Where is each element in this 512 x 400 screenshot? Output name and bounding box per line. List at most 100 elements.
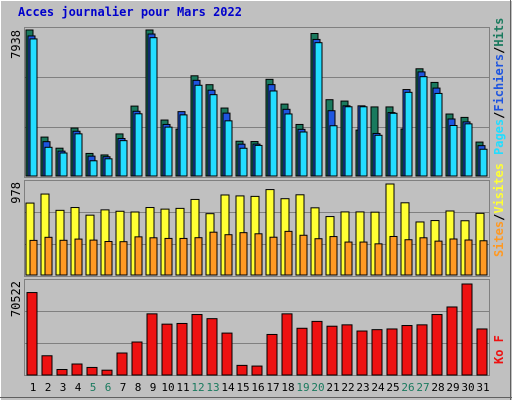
bar-kb — [431, 314, 443, 376]
legend: Pages/Fichiers/Hits — [492, 18, 506, 155]
bar-sites — [254, 233, 263, 276]
x-tick-label: 27 — [416, 381, 429, 394]
bar-sites — [179, 237, 188, 276]
x-tick-label: 20 — [311, 381, 324, 394]
x-tick-label: 13 — [206, 381, 219, 394]
x-tick-label: 23 — [356, 381, 369, 394]
bar-pages — [134, 113, 143, 177]
bar-kb — [86, 366, 98, 376]
x-tick-label: 28 — [431, 381, 444, 394]
bar-sites — [404, 239, 413, 276]
bar-pages — [449, 124, 458, 177]
bar-pages — [419, 76, 428, 177]
bar-pages — [299, 131, 308, 177]
x-tick-label: 17 — [266, 381, 279, 394]
x-tick-label: 16 — [251, 381, 264, 394]
x-tick-label: 31 — [476, 381, 489, 394]
bar-pages — [59, 152, 68, 177]
panel-kb: 70522 Ko F — [9, 279, 506, 376]
bar-pages — [254, 144, 263, 177]
bar-kb — [296, 327, 308, 376]
bar-sites — [149, 237, 158, 276]
bar-sites — [284, 230, 293, 276]
x-tick-label: 12 — [191, 381, 204, 394]
bar-pages — [74, 133, 83, 177]
bar-kb — [371, 329, 383, 376]
bar-kb — [206, 318, 218, 376]
bar-kb — [461, 283, 473, 376]
bar-sites — [389, 235, 398, 276]
bar-kb — [41, 355, 53, 376]
y-axis-max-label: 7938 — [9, 30, 23, 59]
bar-sites — [434, 240, 443, 276]
bar-kb — [71, 363, 83, 376]
x-tick-label: 30 — [461, 381, 474, 394]
bar-pages — [89, 160, 98, 177]
panel-visits-sites: 978 Sites/Visites — [9, 163, 506, 277]
bar-kb — [416, 324, 428, 376]
bar-pages — [344, 106, 353, 177]
x-tick-label: 11 — [176, 381, 189, 394]
bar-sites — [359, 241, 368, 276]
bar-sites — [479, 240, 488, 276]
legend-entry: Fichiers — [492, 54, 506, 112]
bar-kb — [146, 313, 158, 376]
bar-kb — [116, 352, 128, 376]
bar-pages — [314, 42, 323, 177]
bar-pages — [464, 123, 473, 177]
x-tick-label: 18 — [281, 381, 294, 394]
bar-kb — [251, 365, 263, 376]
bar-kb — [161, 323, 173, 376]
bar-kb — [476, 328, 488, 376]
bar-pages — [479, 148, 488, 177]
bar-sites — [464, 239, 473, 276]
bar-pages — [149, 37, 158, 177]
bar-kb — [26, 292, 38, 376]
bar-sites — [59, 239, 68, 276]
bar-kb — [281, 313, 293, 376]
bar-sites — [209, 231, 218, 276]
legend-separator: / — [492, 112, 506, 119]
bar-pages — [269, 90, 278, 177]
bar-pages — [224, 120, 233, 177]
x-tick-label: 25 — [386, 381, 399, 394]
bar-sites — [419, 237, 428, 276]
x-tick-label: 1 — [30, 381, 37, 394]
bar-kb — [356, 330, 368, 376]
bar-kb — [326, 325, 338, 376]
legend-entry: Sites — [492, 221, 506, 257]
x-tick-label: 2 — [45, 381, 52, 394]
x-tick-label: 24 — [371, 381, 385, 394]
bar-pages — [164, 126, 173, 177]
x-tick-label: 3 — [60, 381, 67, 394]
x-tick-label: 15 — [236, 381, 249, 394]
x-tick-label: 6 — [105, 381, 112, 394]
x-tick-label: 7 — [120, 381, 127, 394]
legend-text: Pages/Fichiers/Hits — [492, 18, 506, 155]
bar-pages — [209, 94, 218, 177]
bar-sites — [344, 241, 353, 276]
bar-sites — [299, 234, 308, 276]
bar-pages — [329, 125, 338, 177]
bar-sites — [104, 241, 113, 276]
y-axis-max-label: 70522 — [9, 281, 23, 317]
bar-sites — [314, 238, 323, 276]
legend: Ko F — [492, 335, 506, 364]
bar-kb — [236, 364, 248, 376]
x-tick-label: 10 — [161, 381, 174, 394]
bar-sites — [29, 239, 38, 276]
bar-pages — [434, 92, 443, 177]
x-tick-label: 4 — [75, 381, 82, 394]
chart-title: Acces journalier pour Mars 2022 — [18, 5, 242, 19]
x-tick-label: 19 — [296, 381, 309, 394]
x-tick-label: 22 — [341, 381, 354, 394]
bar-sites — [164, 237, 173, 276]
bar-sites — [239, 232, 248, 276]
bar-sites — [449, 238, 458, 276]
x-tick-label: 14 — [221, 381, 235, 394]
bar-kb — [101, 369, 113, 376]
legend-text: Ko F — [492, 335, 506, 364]
bar-kb — [56, 369, 68, 376]
legend-separator: / — [492, 47, 506, 54]
